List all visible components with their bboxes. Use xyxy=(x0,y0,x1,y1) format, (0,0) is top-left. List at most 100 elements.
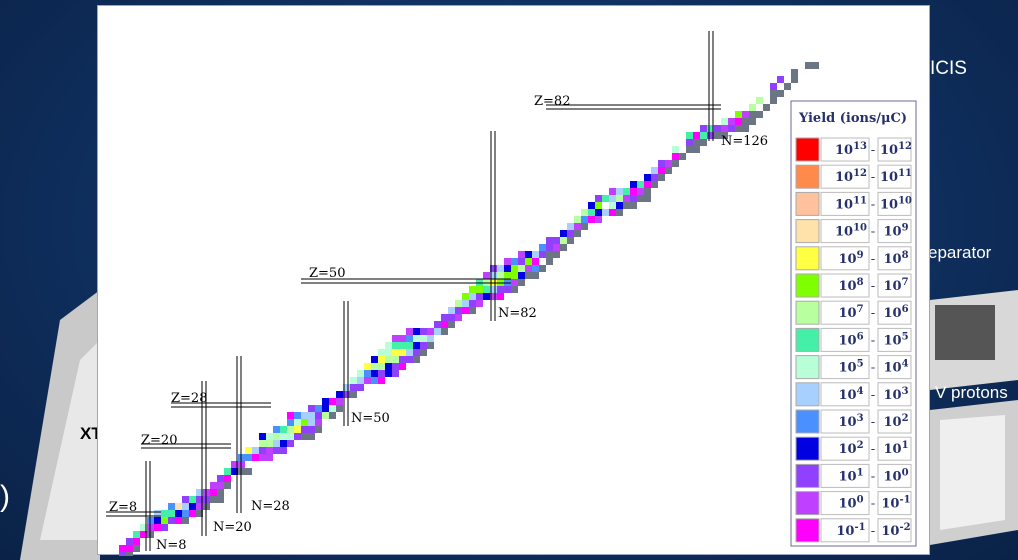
nuclide-cell xyxy=(525,251,532,258)
nuclide-cell xyxy=(616,195,623,202)
legend-cell xyxy=(820,436,870,461)
nuclide-cell xyxy=(630,181,637,188)
magic-label: Z=28 xyxy=(171,391,207,406)
nuclide-cell xyxy=(301,412,308,419)
nuclide-cell xyxy=(616,202,623,209)
nuclide-cell xyxy=(119,545,126,552)
nuclide-cell xyxy=(182,503,189,510)
stable-cell xyxy=(644,195,651,202)
stable-cell xyxy=(329,412,336,419)
nuclide-cell xyxy=(196,489,203,496)
nuclide-cell xyxy=(210,482,217,489)
nuclide-cell xyxy=(161,510,168,517)
stable-cell xyxy=(742,118,749,125)
stable-cell xyxy=(770,90,777,97)
nuclide-cell xyxy=(630,188,637,195)
nuclide-cell xyxy=(546,237,553,244)
legend-value: 1011 xyxy=(880,168,912,185)
legend-value: 106 xyxy=(883,304,908,321)
nuclide-cell xyxy=(399,349,406,356)
nuclide-cell xyxy=(595,195,602,202)
nuclide-cell xyxy=(175,517,182,524)
nuclide-cell xyxy=(259,447,266,454)
stable-cell xyxy=(182,517,189,524)
stable-cell xyxy=(735,125,742,132)
nuclide-cell xyxy=(539,251,546,258)
legend-cell xyxy=(877,273,912,298)
legend-value: 104 xyxy=(838,386,863,403)
nuclide-cell xyxy=(322,412,329,419)
stable-cell xyxy=(224,482,231,489)
legend-separator: - xyxy=(871,333,875,348)
nuclide-cell xyxy=(322,398,329,405)
legend-cell xyxy=(820,491,870,516)
legend-swatch xyxy=(795,463,820,488)
nuclide-cell xyxy=(504,286,511,293)
nuclide-cell xyxy=(154,524,161,531)
nuclide-cell xyxy=(721,125,728,132)
stable-cell xyxy=(714,132,721,139)
nuclide-cell xyxy=(735,111,742,118)
stable-cell xyxy=(301,433,308,440)
nuclide-cell xyxy=(189,496,196,503)
stable-cell xyxy=(553,251,560,258)
legend-value: 103 xyxy=(838,413,863,430)
nuclide-cell xyxy=(490,286,497,293)
stable-cell xyxy=(546,251,553,258)
legend-swatch xyxy=(795,355,820,380)
nuclide-cell xyxy=(168,510,175,517)
nuclide-cell xyxy=(721,118,728,125)
legend-cell xyxy=(820,273,870,298)
nuclide-cell xyxy=(217,482,224,489)
legend-title: Yield (ions/μC) xyxy=(798,111,907,126)
nuclide-cell xyxy=(686,139,693,146)
legend-value: 102 xyxy=(838,440,863,457)
legend-cell xyxy=(877,219,912,244)
nuclide-cell xyxy=(280,433,287,440)
magic-label: N=8 xyxy=(156,538,187,553)
nuclide-cell xyxy=(378,377,385,384)
legend-cell xyxy=(877,409,912,434)
nuclide-cell xyxy=(399,356,406,363)
nuclide-cell xyxy=(399,342,406,349)
nuclide-cell xyxy=(329,405,336,412)
legend-cell xyxy=(820,164,870,189)
nuclide-cell xyxy=(553,237,560,244)
nuclide-cell xyxy=(728,125,735,132)
nuclide-cell xyxy=(413,328,420,335)
nuclide-cell xyxy=(280,440,287,447)
legend-value: 102 xyxy=(883,413,908,430)
legend-swatch xyxy=(795,382,820,407)
nuclide-cell xyxy=(245,447,252,454)
legend-separator: - xyxy=(871,442,875,457)
legend-separator: - xyxy=(871,306,875,321)
legend-cell xyxy=(877,355,912,380)
stable-cell xyxy=(623,202,630,209)
nuclide-cell xyxy=(266,433,273,440)
nuclide-cell xyxy=(469,300,476,307)
stable-cell xyxy=(217,496,224,503)
legend-value: 10-1 xyxy=(881,495,910,512)
slide-text: XT xyxy=(80,424,102,443)
legend-cell xyxy=(820,382,870,407)
nuclide-cell xyxy=(385,363,392,370)
nuclide-cell xyxy=(588,216,595,223)
stable-cell xyxy=(413,356,420,363)
legend-swatch xyxy=(795,491,820,516)
nuclide-cell xyxy=(490,272,497,279)
nuclide-cell xyxy=(497,293,504,300)
stable-cell xyxy=(784,83,791,90)
nuclide-cell xyxy=(378,349,385,356)
legend-value: 105 xyxy=(883,331,908,348)
nuclide-cell xyxy=(595,216,602,223)
nuclide-cell xyxy=(315,419,322,426)
legend-cell xyxy=(877,382,912,407)
nuclide-cell xyxy=(609,202,616,209)
nuclide-cell xyxy=(224,468,231,475)
nuclide-cell xyxy=(581,209,588,216)
nuclide-cell xyxy=(273,433,280,440)
nuclide-cell xyxy=(161,524,168,531)
nuclide-cell xyxy=(637,181,644,188)
